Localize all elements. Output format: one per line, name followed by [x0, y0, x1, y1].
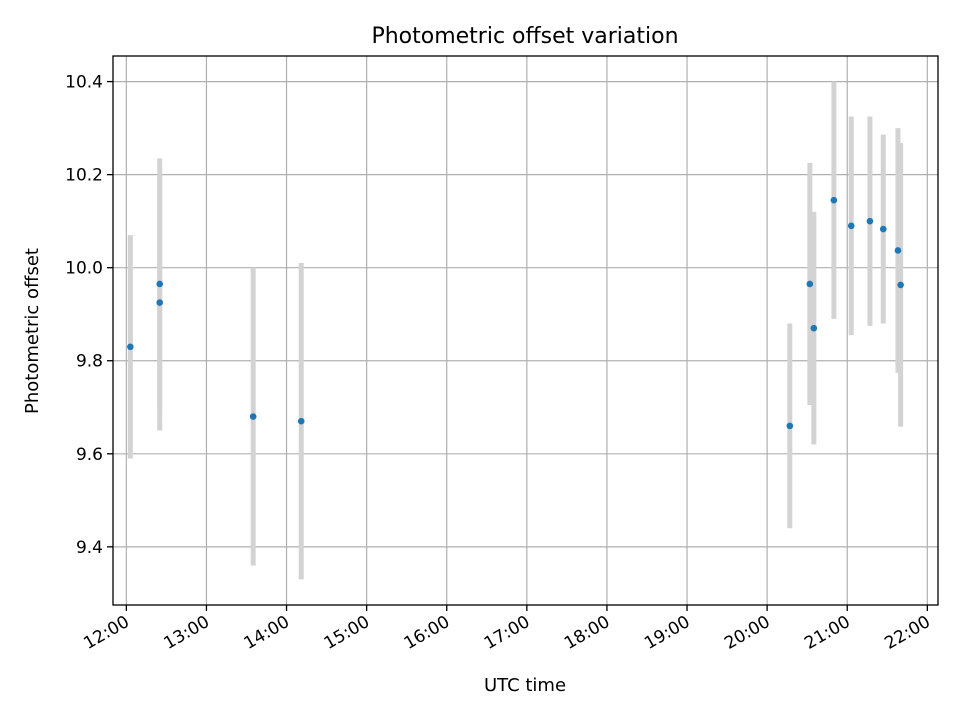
y-tick-label: 9.6: [76, 445, 103, 465]
data-point: [249, 413, 257, 420]
x-tick-label: 14:00: [241, 612, 293, 654]
x-tick-label: 22:00: [881, 612, 933, 654]
y-axis-label: Photometric offset: [22, 248, 43, 414]
y-tick-label: 10.4: [65, 73, 103, 93]
data-point: [847, 222, 855, 230]
x-tick-label: 16:00: [401, 612, 453, 654]
x-tick-label: 18:00: [561, 612, 613, 654]
data-point: [127, 343, 134, 351]
x-tick-label: 19:00: [641, 612, 693, 654]
x-axis-label: UTC time: [484, 675, 566, 696]
data-point: [810, 324, 818, 332]
x-tick-label: 15:00: [321, 612, 373, 654]
data-point: [156, 299, 164, 306]
x-tick-label: 12:00: [80, 612, 132, 654]
data-point: [866, 217, 874, 225]
x-tick-label: 20:00: [721, 612, 773, 654]
y-tick-label: 10.0: [65, 259, 103, 279]
plot-frame: [112, 55, 939, 606]
y-tick-label: 9.8: [76, 352, 103, 372]
data-point: [156, 280, 164, 288]
data-point: [894, 247, 902, 254]
x-tick-label: 21:00: [801, 612, 853, 654]
data-point: [897, 281, 904, 289]
data-point: [806, 280, 814, 288]
data-points: [127, 196, 904, 430]
data-point: [297, 417, 305, 425]
data-point: [786, 422, 794, 430]
data-point: [879, 225, 887, 233]
grid: [113, 56, 938, 605]
error-bars: [127, 81, 904, 580]
x-tick-label: 17:00: [481, 612, 533, 654]
data-point: [830, 196, 838, 204]
y-tick-label: 10.2: [65, 166, 103, 186]
x-tick-label: 13:00: [161, 612, 213, 654]
axis-ticks: 12:00 13:00 14:00 15:00 16:00 17:00 18:00 19:00…: [65, 73, 934, 654]
y-tick-label: 9.4: [76, 538, 103, 558]
chart-title: Photometric offset variation: [371, 24, 678, 49]
